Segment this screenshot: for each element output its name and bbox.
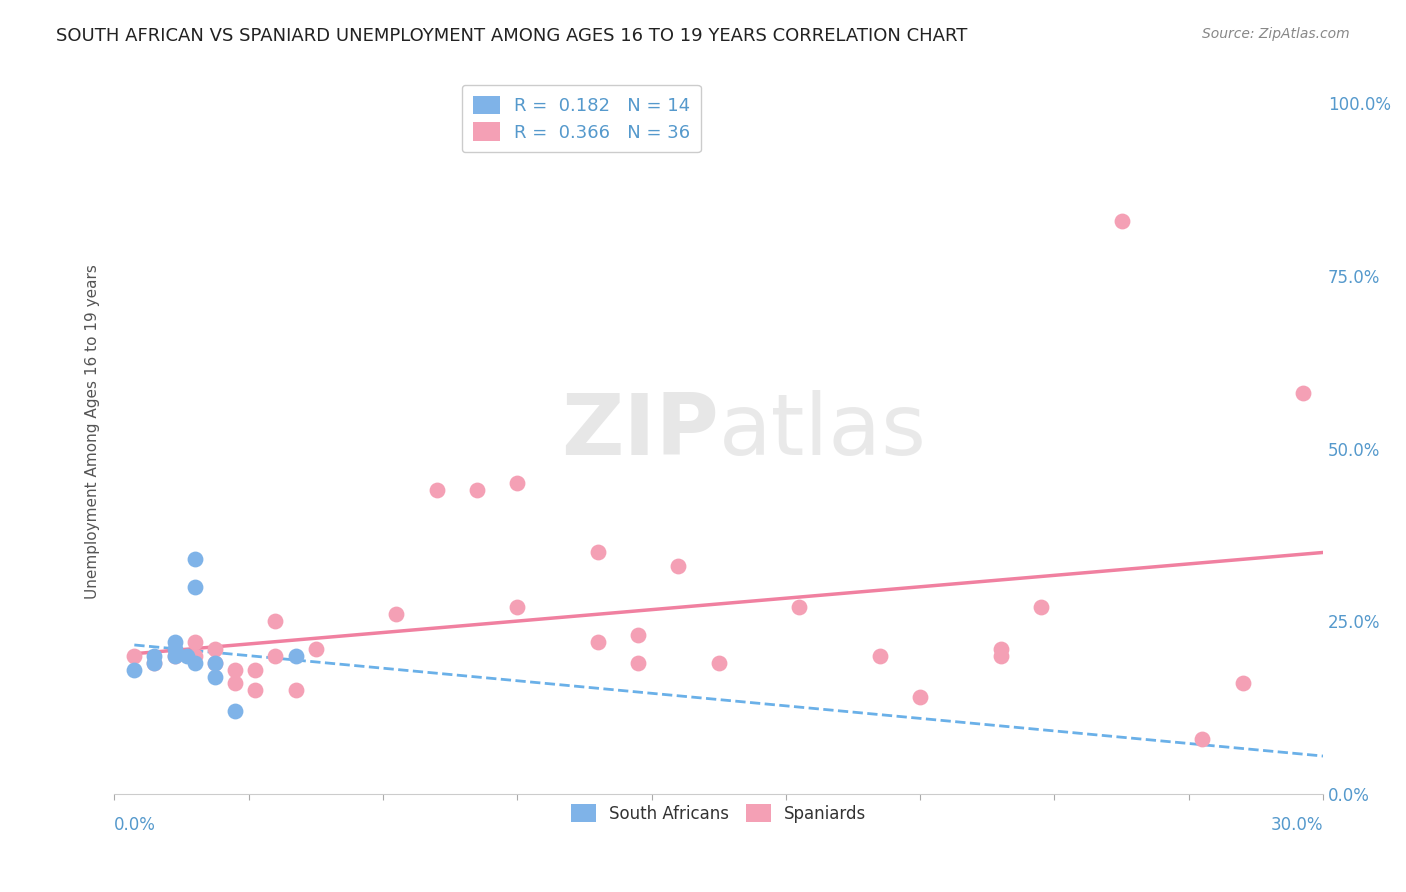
Point: [284, 683, 307, 698]
Point: [204, 642, 226, 657]
Point: [184, 580, 207, 594]
Point: [224, 676, 246, 690]
Point: [124, 648, 146, 663]
Point: [385, 607, 408, 622]
Point: [184, 648, 207, 663]
Legend: South Africans, Spaniards: South Africans, Spaniards: [564, 797, 873, 830]
Point: [163, 635, 186, 649]
Text: 30.0%: 30.0%: [1271, 816, 1323, 834]
Point: [1191, 731, 1213, 746]
Point: [465, 483, 488, 497]
Point: [184, 635, 207, 649]
Point: [163, 648, 186, 663]
Text: Source: ZipAtlas.com: Source: ZipAtlas.com: [1202, 27, 1350, 41]
Point: [163, 642, 186, 657]
Point: [787, 600, 810, 615]
Point: [1292, 386, 1315, 401]
Point: [586, 635, 609, 649]
Point: [869, 648, 891, 663]
Text: 0.0%: 0.0%: [114, 816, 156, 834]
Point: [426, 483, 449, 497]
Point: [184, 656, 207, 670]
Point: [586, 545, 609, 559]
Point: [707, 656, 730, 670]
Point: [143, 648, 166, 663]
Point: [184, 552, 207, 566]
Y-axis label: Unemployment Among Ages 16 to 19 years: Unemployment Among Ages 16 to 19 years: [86, 264, 100, 599]
Point: [1111, 213, 1133, 227]
Point: [176, 648, 198, 663]
Point: [506, 476, 529, 491]
Point: [305, 642, 328, 657]
Point: [506, 600, 529, 615]
Point: [204, 656, 226, 670]
Text: ZIP: ZIP: [561, 390, 718, 473]
Point: [627, 628, 650, 642]
Point: [163, 648, 186, 663]
Text: SOUTH AFRICAN VS SPANIARD UNEMPLOYMENT AMONG AGES 16 TO 19 YEARS CORRELATION CHA: SOUTH AFRICAN VS SPANIARD UNEMPLOYMENT A…: [56, 27, 967, 45]
Point: [1029, 600, 1052, 615]
Point: [1232, 676, 1254, 690]
Point: [666, 559, 689, 574]
Point: [124, 663, 146, 677]
Point: [264, 615, 287, 629]
Point: [204, 670, 226, 684]
Point: [143, 656, 166, 670]
Point: [224, 663, 246, 677]
Point: [990, 648, 1012, 663]
Point: [284, 648, 307, 663]
Point: [627, 656, 650, 670]
Point: [264, 648, 287, 663]
Text: atlas: atlas: [718, 390, 927, 473]
Point: [245, 683, 267, 698]
Point: [204, 656, 226, 670]
Point: [990, 642, 1012, 657]
Point: [143, 656, 166, 670]
Point: [224, 704, 246, 718]
Point: [908, 690, 931, 705]
Point: [245, 663, 267, 677]
